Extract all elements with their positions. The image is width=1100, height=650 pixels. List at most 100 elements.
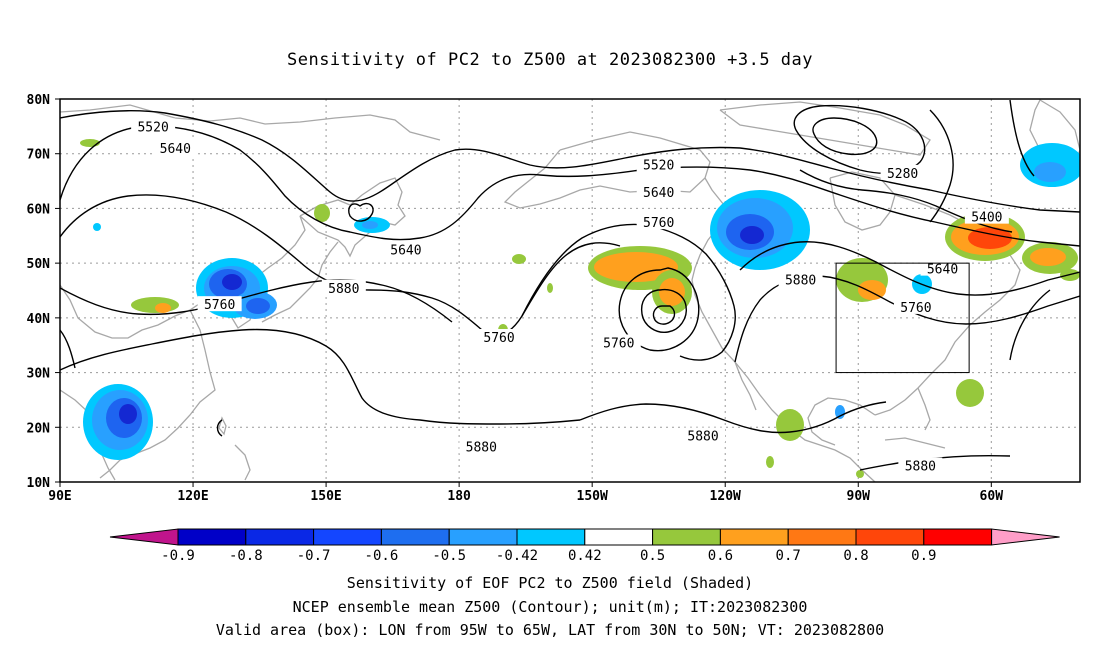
sensitivity-blob bbox=[858, 280, 886, 300]
colorbar-segment bbox=[313, 528, 382, 546]
colorbar-segment bbox=[855, 528, 925, 546]
colorbar-label: 0.6 bbox=[708, 548, 733, 564]
colorbar-lower-triangle bbox=[109, 528, 179, 546]
coast-japan bbox=[261, 241, 339, 323]
tick-marks bbox=[55, 98, 992, 487]
sensitivity-blob bbox=[222, 274, 242, 290]
contour-label: 5760 bbox=[204, 298, 235, 313]
colorbar-label: -0.42 bbox=[496, 548, 538, 564]
sensitivity-blob bbox=[119, 404, 137, 424]
contour-5520-west bbox=[60, 110, 1080, 213]
contour-label-bg bbox=[477, 329, 522, 345]
valid-area-box bbox=[835, 262, 970, 374]
contour-taiwan-small bbox=[216, 419, 223, 437]
graticule bbox=[60, 99, 1080, 482]
colorbar-segment bbox=[787, 528, 857, 546]
colorbar-label: 0.9 bbox=[911, 548, 936, 564]
caption-shading: Sensitivity of EOF PC2 to Z500 field (Sh… bbox=[346, 574, 754, 592]
contour-label-bg bbox=[880, 164, 925, 180]
lon-label: 120W bbox=[710, 489, 741, 504]
lon-label: 90W bbox=[847, 489, 871, 504]
contour-label: 5880 bbox=[466, 440, 497, 455]
sensitivity-blob bbox=[93, 223, 101, 231]
colorbar-segment bbox=[652, 528, 721, 546]
colorbar-segment bbox=[584, 528, 654, 546]
contour-label: 5880 bbox=[905, 460, 936, 475]
sensitivity-blob bbox=[362, 221, 378, 229]
sensitivity-blob bbox=[968, 227, 1012, 249]
contour-label: 5400 bbox=[971, 211, 1002, 226]
coast-okhotsk-kamchatka bbox=[299, 177, 406, 258]
colorbar-label: -0.8 bbox=[229, 548, 263, 564]
sensitivity-blob bbox=[835, 405, 845, 419]
contour-label-bg bbox=[197, 296, 242, 312]
colorbar-label: 0.7 bbox=[776, 548, 801, 564]
sensitivity-blob bbox=[659, 278, 685, 306]
coast-taiwan bbox=[218, 416, 227, 436]
contour-label-bg bbox=[964, 208, 1009, 224]
contour-5280-inner bbox=[812, 117, 878, 156]
contour-label: 5760 bbox=[900, 301, 931, 316]
colorbar-segment bbox=[245, 528, 315, 546]
sensitivity-blob bbox=[594, 252, 678, 282]
colorbar-segment bbox=[719, 528, 789, 546]
contour-5760-closed-low bbox=[618, 267, 700, 352]
contour-5880-central bbox=[579, 401, 887, 434]
lon-label: 180 bbox=[447, 489, 471, 504]
sensitivity-blob bbox=[1030, 248, 1066, 266]
contour-5880-americas bbox=[734, 275, 1080, 363]
sensitivity-blob bbox=[766, 456, 774, 468]
plot-area: 5520 5640 5520 5280 5640 5400 5760 5640 5640 5880… bbox=[59, 98, 1081, 483]
sensitivity-blob bbox=[155, 303, 171, 313]
contour-label-bg bbox=[636, 156, 681, 172]
colorbar-segment bbox=[516, 528, 586, 546]
sensitivity-blob bbox=[776, 409, 804, 441]
contour-label-bg bbox=[321, 279, 366, 295]
lat-label: 20N bbox=[27, 421, 51, 436]
lat-label: 60N bbox=[27, 202, 51, 217]
colorbar-label: 0.5 bbox=[640, 548, 665, 564]
colorbar-label: -0.9 bbox=[161, 548, 195, 564]
colorbar-label: -0.7 bbox=[297, 548, 331, 564]
lat-label: 10N bbox=[27, 476, 51, 491]
contour-5760-east bbox=[739, 241, 1080, 296]
sensitivity-blob bbox=[131, 297, 179, 313]
colorbar-label: 0.8 bbox=[843, 548, 868, 564]
contour-label: 5640 bbox=[643, 186, 674, 201]
contour-label: 5520 bbox=[137, 120, 168, 135]
coast-florida bbox=[917, 387, 931, 431]
sensitivity-blob bbox=[740, 226, 764, 244]
sensitivity-blob bbox=[246, 298, 270, 314]
colorbar-label: -0.6 bbox=[365, 548, 399, 564]
colorbar-labels: -0.9 -0.8 -0.7 -0.6 -0.5 -0.42 0.42 0.5 0.6 0.7 0.… bbox=[161, 548, 936, 564]
lon-label: 150E bbox=[310, 489, 341, 504]
contour-label-bg bbox=[920, 260, 965, 276]
lon-label: 150W bbox=[577, 489, 608, 504]
latitude-labels: 80N 70N 60N 50N 40N 30N 20N 10N bbox=[27, 93, 51, 491]
contour-label-bg bbox=[596, 334, 641, 350]
coast-philippines bbox=[234, 444, 251, 481]
sensitivity-blob bbox=[956, 379, 984, 407]
z500-contours bbox=[60, 99, 1080, 471]
colorbar-label: -0.5 bbox=[432, 548, 466, 564]
lat-label: 50N bbox=[27, 257, 51, 272]
sensitivity-blob bbox=[512, 254, 526, 264]
colorbar-segment bbox=[177, 528, 247, 546]
coast-arctic-islands bbox=[719, 101, 931, 156]
contour-label: 5640 bbox=[927, 263, 958, 278]
contour-label: 5760 bbox=[483, 331, 514, 346]
contour-label-bg bbox=[131, 118, 176, 134]
coast-cuba bbox=[884, 437, 946, 449]
contour-label: 5880 bbox=[785, 274, 816, 289]
contour-polar-east bbox=[1009, 99, 1035, 177]
lat-label: 30N bbox=[27, 367, 51, 382]
sensitivity-blob bbox=[1034, 162, 1066, 182]
contour-5760-asia bbox=[60, 194, 621, 336]
contour-east-coast-ridge bbox=[1009, 289, 1051, 361]
contour-5880-asia bbox=[60, 279, 453, 323]
contour-label: 5640 bbox=[390, 243, 421, 258]
colorbar-upper-triangle bbox=[991, 528, 1060, 546]
contour-label-bg bbox=[636, 214, 681, 230]
contour-label-bg bbox=[636, 184, 681, 200]
